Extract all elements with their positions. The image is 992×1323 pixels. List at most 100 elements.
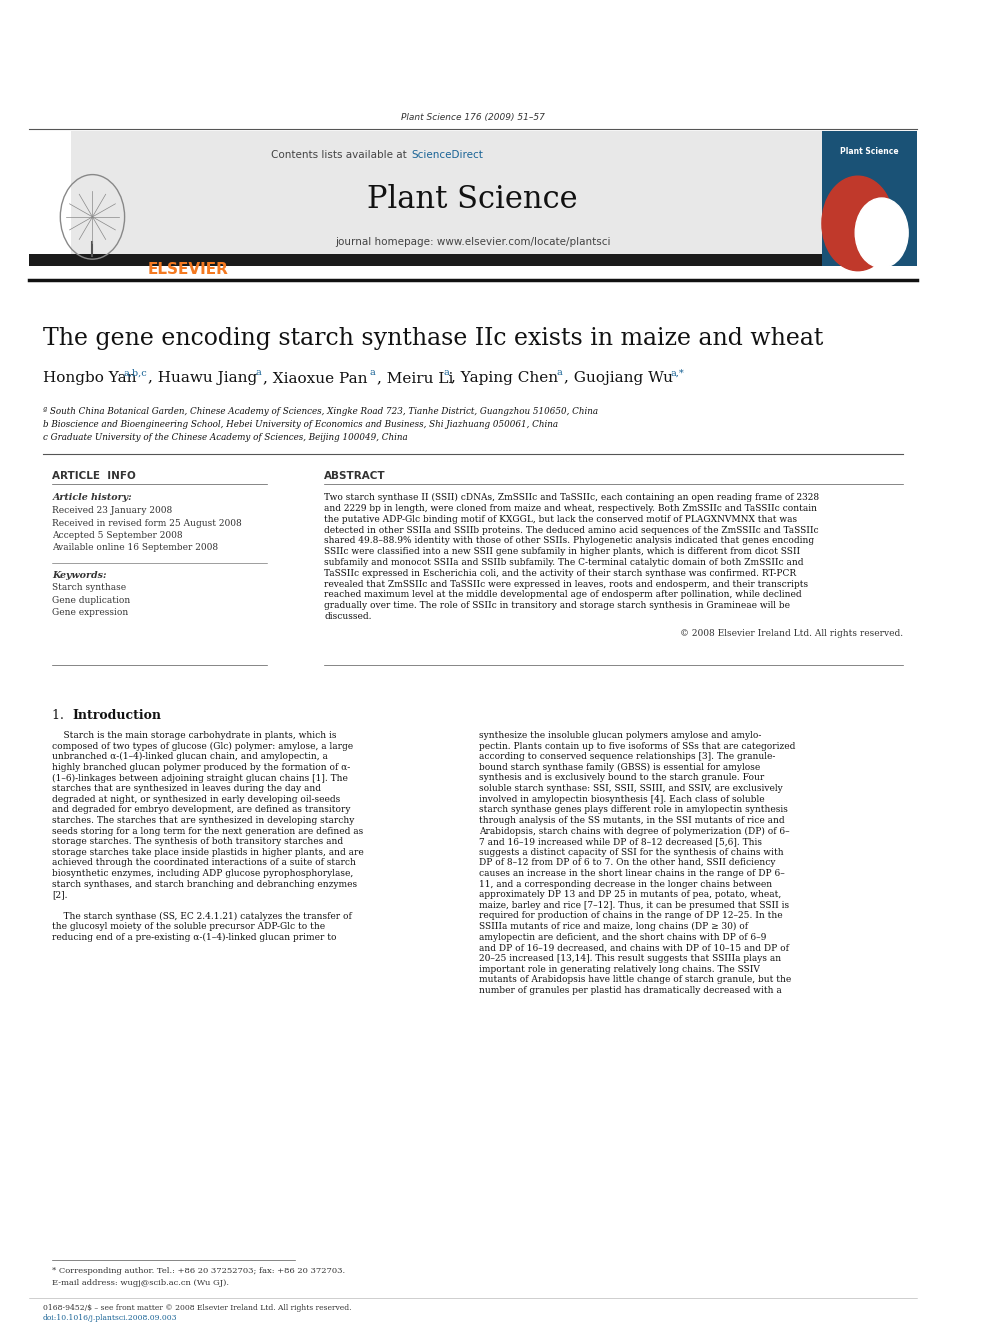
Text: according to conserved sequence relationships [3]. The granule-: according to conserved sequence relation… — [479, 753, 776, 761]
Text: storage starches take place inside plastids in higher plants, and are: storage starches take place inside plast… — [53, 848, 364, 857]
Text: the putative ADP-Glc binding motif of KXGGL, but lack the conserved motif of PLA: the putative ADP-Glc binding motif of KX… — [324, 515, 798, 524]
Text: Gene expression: Gene expression — [53, 607, 129, 617]
Text: bound starch synthase family (GBSS) is essential for amylose: bound starch synthase family (GBSS) is e… — [479, 763, 761, 771]
Text: , Guojiang Wu: , Guojiang Wu — [564, 370, 674, 385]
Text: Starch is the main storage carbohydrate in plants, which is: Starch is the main storage carbohydrate … — [53, 730, 337, 740]
Text: gradually over time. The role of SSIIc in transitory and storage starch synthesi: gradually over time. The role of SSIIc i… — [324, 601, 790, 610]
Text: Received 23 January 2008: Received 23 January 2008 — [53, 507, 173, 516]
Text: SSIIIa mutants of rice and maize, long chains (DP ≥ 30) of: SSIIIa mutants of rice and maize, long c… — [479, 922, 748, 931]
Text: Starch synthase: Starch synthase — [53, 583, 127, 593]
Text: Received in revised form 25 August 2008: Received in revised form 25 August 2008 — [53, 519, 242, 528]
Text: pectin. Plants contain up to five isoforms of SSs that are categorized: pectin. Plants contain up to five isofor… — [479, 742, 796, 750]
Text: Introduction: Introduction — [72, 709, 162, 722]
Text: through analysis of the SS mutants, in the SSI mutants of rice and: through analysis of the SS mutants, in t… — [479, 816, 785, 826]
Text: E-mail address: wugj@scib.ac.cn (Wu GJ).: E-mail address: wugj@scib.ac.cn (Wu GJ). — [53, 1279, 229, 1287]
Text: subfamily and monocot SSIIa and SSIIb subfamily. The C-terminal catalytic domain: subfamily and monocot SSIIa and SSIIb su… — [324, 558, 804, 568]
Text: Gene duplication: Gene duplication — [53, 595, 131, 605]
Text: Contents lists available at: Contents lists available at — [271, 149, 410, 160]
Text: mutants of Arabidopsis have little change of starch granule, but the: mutants of Arabidopsis have little chang… — [479, 975, 792, 984]
Text: synthesize the insoluble glucan polymers amylose and amylo-: synthesize the insoluble glucan polymers… — [479, 730, 762, 740]
Text: Plant Science 176 (2009) 51–57: Plant Science 176 (2009) 51–57 — [401, 112, 545, 122]
Text: starches. The starches that are synthesized in developing starchy: starches. The starches that are synthesi… — [53, 816, 355, 826]
Text: Plant Science: Plant Science — [840, 147, 899, 156]
Text: a: a — [557, 368, 562, 377]
Text: seeds storing for a long term for the next generation are defined as: seeds storing for a long term for the ne… — [53, 827, 364, 836]
Bar — [821, 131, 917, 266]
Text: TaSSIIc expressed in Escherichia coli, and the activity of their starch synthase: TaSSIIc expressed in Escherichia coli, a… — [324, 569, 797, 578]
Text: highly branched glucan polymer produced by the formation of α-: highly branched glucan polymer produced … — [53, 763, 351, 771]
Text: involved in amylopectin biosynthesis [4]. Each class of soluble: involved in amylopectin biosynthesis [4]… — [479, 795, 765, 803]
Text: suggests a distinct capacity of SSI for the synthesis of chains with: suggests a distinct capacity of SSI for … — [479, 848, 784, 857]
Text: ARTICLE  INFO: ARTICLE INFO — [53, 471, 136, 480]
Text: a: a — [370, 368, 376, 377]
Text: journal homepage: www.elsevier.com/locate/plantsci: journal homepage: www.elsevier.com/locat… — [335, 237, 610, 247]
Text: a,*: a,* — [670, 368, 683, 377]
Text: and DP of 16–19 decreased, and chains with DP of 10–15 and DP of: and DP of 16–19 decreased, and chains wi… — [479, 943, 790, 953]
Text: a,b,c: a,b,c — [124, 368, 148, 377]
Text: starch synthases, and starch branching and debranching enzymes: starch synthases, and starch branching a… — [53, 880, 357, 889]
Text: , Xiaoxue Pan: , Xiaoxue Pan — [263, 370, 368, 385]
Text: Plant Science: Plant Science — [367, 184, 578, 216]
Text: Keywords:: Keywords: — [53, 572, 107, 581]
Text: reached maximum level at the middle developmental age of endosperm after pollina: reached maximum level at the middle deve… — [324, 590, 802, 599]
Text: unbranched α-(1–4)-linked glucan chain, and amylopectin, a: unbranched α-(1–4)-linked glucan chain, … — [53, 753, 328, 761]
Text: degraded at night, or synthesized in early developing oil-seeds: degraded at night, or synthesized in ear… — [53, 795, 340, 803]
Text: 1.: 1. — [53, 709, 72, 722]
Text: and 2229 bp in length, were cloned from maize and wheat, respectively. Both ZmSS: and 2229 bp in length, were cloned from … — [324, 504, 817, 513]
Text: The gene encoding starch synthase IIc exists in maize and wheat: The gene encoding starch synthase IIc ex… — [43, 327, 823, 349]
Text: synthesis and is exclusively bound to the starch granule. Four: synthesis and is exclusively bound to th… — [479, 774, 765, 782]
Text: important role in generating relatively long chains. The SSIV: important role in generating relatively … — [479, 964, 760, 974]
Text: starches that are synthesized in leaves during the day and: starches that are synthesized in leaves … — [53, 785, 321, 792]
Text: required for production of chains in the range of DP 12–25. In the: required for production of chains in the… — [479, 912, 783, 921]
Text: © 2008 Elsevier Ireland Ltd. All rights reserved.: © 2008 Elsevier Ireland Ltd. All rights … — [680, 628, 903, 638]
Text: reducing end of a pre-existing α-(1–4)-linked glucan primer to: reducing end of a pre-existing α-(1–4)-l… — [53, 933, 337, 942]
Text: causes an increase in the short linear chains in the range of DP 6–: causes an increase in the short linear c… — [479, 869, 786, 878]
Text: achieved through the coordinated interactions of a suite of starch: achieved through the coordinated interac… — [53, 859, 356, 868]
Text: Article history:: Article history: — [53, 493, 132, 503]
Bar — [71, 131, 824, 266]
Text: soluble starch synthase: SSI, SSII, SSIII, and SSIV, are exclusively: soluble starch synthase: SSI, SSII, SSII… — [479, 785, 784, 792]
Text: Hongbo Yan: Hongbo Yan — [43, 370, 136, 385]
Text: DP of 8–12 from DP of 6 to 7. On the other hand, SSII deficiency: DP of 8–12 from DP of 6 to 7. On the oth… — [479, 859, 776, 868]
Text: storage starches. The synthesis of both transitory starches and: storage starches. The synthesis of both … — [53, 837, 343, 847]
Text: Two starch synthase II (SSII) cDNAs, ZmSSIIc and TaSSIIc, each containing an ope: Two starch synthase II (SSII) cDNAs, ZmS… — [324, 493, 819, 503]
Text: SSIIc were classified into a new SSII gene subfamily in higher plants, which is : SSIIc were classified into a new SSII ge… — [324, 548, 801, 556]
Text: [2].: [2]. — [53, 890, 67, 900]
Text: biosynthetic enzymes, including ADP glucose pyrophosphorylase,: biosynthetic enzymes, including ADP gluc… — [53, 869, 354, 878]
Text: and degraded for embryo development, are defined as transitory: and degraded for embryo development, are… — [53, 806, 351, 814]
Text: doi:10.1016/j.plantsci.2008.09.003: doi:10.1016/j.plantsci.2008.09.003 — [43, 1314, 178, 1322]
Text: starch synthase genes plays different role in amylopectin synthesis: starch synthase genes plays different ro… — [479, 806, 789, 814]
Bar — [29, 254, 917, 266]
Text: , Yaping Chen: , Yaping Chen — [450, 370, 558, 385]
Text: a: a — [443, 368, 449, 377]
Text: b Bioscience and Bioengineering School, Hebei University of Economics and Busine: b Bioscience and Bioengineering School, … — [43, 419, 558, 429]
Text: 0168-9452/$ – see front matter © 2008 Elsevier Ireland Ltd. All rights reserved.: 0168-9452/$ – see front matter © 2008 El… — [43, 1304, 351, 1312]
Text: shared 49.8–88.9% identity with those of other SSIIs. Phylogenetic analysis indi: shared 49.8–88.9% identity with those of… — [324, 536, 814, 545]
Text: revealed that ZmSSIIc and TaSSIIc were expressed in leaves, roots and endosperm,: revealed that ZmSSIIc and TaSSIIc were e… — [324, 579, 808, 589]
Text: number of granules per plastid has dramatically decreased with a: number of granules per plastid has drama… — [479, 986, 783, 995]
Text: Accepted 5 September 2008: Accepted 5 September 2008 — [53, 531, 184, 540]
Text: approximately DP 13 and DP 25 in mutants of pea, potato, wheat,: approximately DP 13 and DP 25 in mutants… — [479, 890, 782, 900]
Text: c Graduate University of the Chinese Academy of Sciences, Beijing 100049, China: c Graduate University of the Chinese Aca… — [43, 433, 408, 442]
Text: the glucosyl moiety of the soluble precursor ADP-Glc to the: the glucosyl moiety of the soluble precu… — [53, 922, 325, 931]
Text: 20–25 increased [13,14]. This result suggests that SSIIIa plays an: 20–25 increased [13,14]. This result sug… — [479, 954, 782, 963]
Text: 7 and 16–19 increased while DP of 8–12 decreased [5,6]. This: 7 and 16–19 increased while DP of 8–12 d… — [479, 837, 763, 847]
Text: a: a — [256, 368, 261, 377]
Text: Available online 16 September 2008: Available online 16 September 2008 — [53, 542, 218, 552]
Text: Arabidopsis, starch chains with degree of polymerization (DP) of 6–: Arabidopsis, starch chains with degree o… — [479, 827, 790, 836]
Text: maize, barley and rice [7–12]. Thus, it can be presumed that SSII is: maize, barley and rice [7–12]. Thus, it … — [479, 901, 790, 910]
Text: ª South China Botanical Garden, Chinese Academy of Sciences, Xingke Road 723, Ti: ª South China Botanical Garden, Chinese … — [43, 406, 598, 415]
Circle shape — [855, 198, 908, 267]
Bar — [29, 0, 158, 131]
Text: The starch synthase (SS, EC 2.4.1.21) catalyzes the transfer of: The starch synthase (SS, EC 2.4.1.21) ca… — [53, 912, 352, 921]
Text: 11, and a corresponding decrease in the longer chains between: 11, and a corresponding decrease in the … — [479, 880, 773, 889]
Text: ELSEVIER: ELSEVIER — [148, 262, 228, 277]
Circle shape — [822, 176, 894, 271]
Text: * Corresponding author. Tel.: +86 20 37252703; fax: +86 20 372703.: * Corresponding author. Tel.: +86 20 372… — [53, 1266, 345, 1274]
Text: , Meiru Li: , Meiru Li — [378, 370, 453, 385]
Text: ScienceDirect: ScienceDirect — [412, 149, 484, 160]
Text: amylopectin are deficient, and the short chains with DP of 6–9: amylopectin are deficient, and the short… — [479, 933, 767, 942]
Text: composed of two types of glucose (Glc) polymer: amylose, a large: composed of two types of glucose (Glc) p… — [53, 742, 353, 750]
Text: ABSTRACT: ABSTRACT — [324, 471, 386, 480]
Text: (1–6)-linkages between adjoining straight glucan chains [1]. The: (1–6)-linkages between adjoining straigh… — [53, 774, 348, 782]
